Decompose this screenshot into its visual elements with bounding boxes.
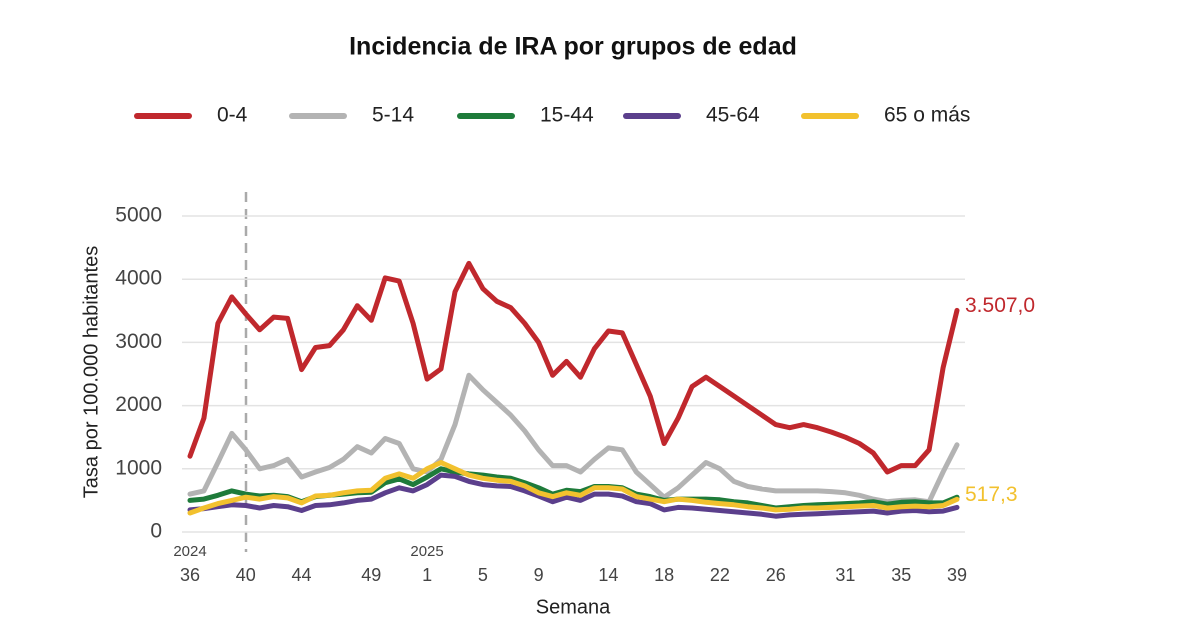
x-tick-label: 18 — [654, 565, 674, 585]
legend-label: 0-4 — [217, 104, 248, 127]
x-tick-label: 31 — [835, 565, 855, 585]
y-axis-label: Tasa por 100.000 habitantes — [80, 246, 102, 498]
x-tick-label: 44 — [292, 565, 312, 585]
x-tick-label: 5 — [478, 565, 488, 585]
legend-label: 45-64 — [706, 104, 760, 127]
legend-label: 15-44 — [540, 104, 594, 127]
x-tick-label: 26 — [766, 565, 786, 585]
x-tick-label: 39 — [947, 565, 967, 585]
value-label: 3.507,0 — [965, 294, 1035, 317]
legend-label: 65 o más — [884, 104, 970, 127]
series-line — [187, 372, 960, 505]
year-label: 2025 — [410, 543, 443, 560]
series-line — [187, 260, 960, 475]
y-tick-label: 0 — [150, 520, 162, 543]
y-tick-label: 5000 — [115, 204, 162, 227]
x-tick-label: 9 — [534, 565, 544, 585]
year-label: 2024 — [173, 543, 206, 560]
x-axis-label: Semana — [536, 596, 611, 618]
x-tick-label: 40 — [236, 565, 256, 585]
x-tick-label: 35 — [891, 565, 911, 585]
x-tick-label: 14 — [598, 565, 618, 585]
chart-title: Incidencia de IRA por grupos de edad — [349, 33, 797, 61]
series-line — [187, 472, 960, 519]
x-tick-label: 22 — [710, 565, 730, 585]
y-tick-label: 1000 — [115, 456, 162, 479]
series-line — [187, 460, 960, 516]
x-tick-label: 1 — [422, 565, 432, 585]
legend-label: 5-14 — [372, 104, 414, 127]
y-tick-label: 4000 — [115, 267, 162, 290]
x-tick-label: 36 — [180, 565, 200, 585]
y-tick-label: 2000 — [115, 393, 162, 416]
x-tick-label: 49 — [361, 565, 381, 585]
value-label: 517,3 — [965, 483, 1018, 506]
y-tick-label: 3000 — [115, 330, 162, 353]
